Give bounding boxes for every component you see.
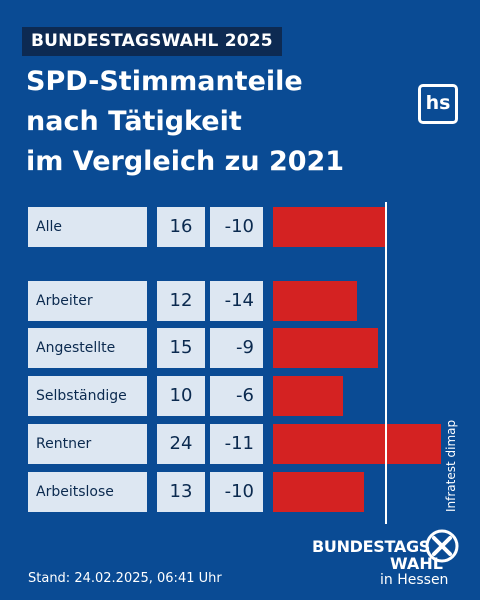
category-label: Selbständige	[28, 376, 147, 416]
title-line-1: SPD-Stimmanteile	[26, 66, 303, 97]
bar	[273, 376, 343, 416]
bar	[273, 207, 385, 247]
category-label: Arbeitslose	[28, 472, 147, 512]
category-label: Rentner	[28, 424, 147, 464]
change-label: -14	[210, 281, 263, 321]
brand-line-1: BUNDESTAGS	[312, 537, 431, 556]
bar	[273, 424, 441, 464]
timestamp: Stand: 24.02.2025, 06:41 Uhr	[28, 571, 222, 586]
change-label: -11	[210, 424, 263, 464]
value-label: 13	[157, 472, 205, 512]
change-label: -10	[210, 207, 263, 247]
hs-logo: hs	[418, 84, 458, 124]
value-label: 24	[157, 424, 205, 464]
bar	[273, 472, 364, 512]
category-label: Angestellte	[28, 328, 147, 368]
x-cross-icon	[425, 529, 459, 563]
value-label: 16	[157, 207, 205, 247]
topic-badge: BUNDESTAGSWAHL 2025	[22, 27, 282, 56]
category-label: Arbeiter	[28, 281, 147, 321]
change-label: -10	[210, 472, 263, 512]
title-line-2: nach Tätigkeit	[26, 106, 242, 137]
brand-line-3: in Hessen	[380, 572, 449, 588]
value-label: 10	[157, 376, 205, 416]
title-line-3: im Vergleich zu 2021	[26, 146, 345, 177]
page-title: SPD-Stimmanteile nach Tätigkeit im Vergl…	[26, 62, 396, 182]
brand-line-2: WAHL	[390, 554, 443, 573]
bundestagswahl-hessen-logo: BUNDESTAGS WAHL in Hessen	[312, 528, 472, 590]
value-label: 12	[157, 281, 205, 321]
change-label: -9	[210, 328, 263, 368]
category-label: Alle	[28, 207, 147, 247]
value-label: 15	[157, 328, 205, 368]
reference-line	[385, 202, 387, 524]
change-label: -6	[210, 376, 263, 416]
source-label: Infratest dimap	[444, 419, 458, 512]
bar	[273, 281, 357, 321]
bar	[273, 328, 378, 368]
